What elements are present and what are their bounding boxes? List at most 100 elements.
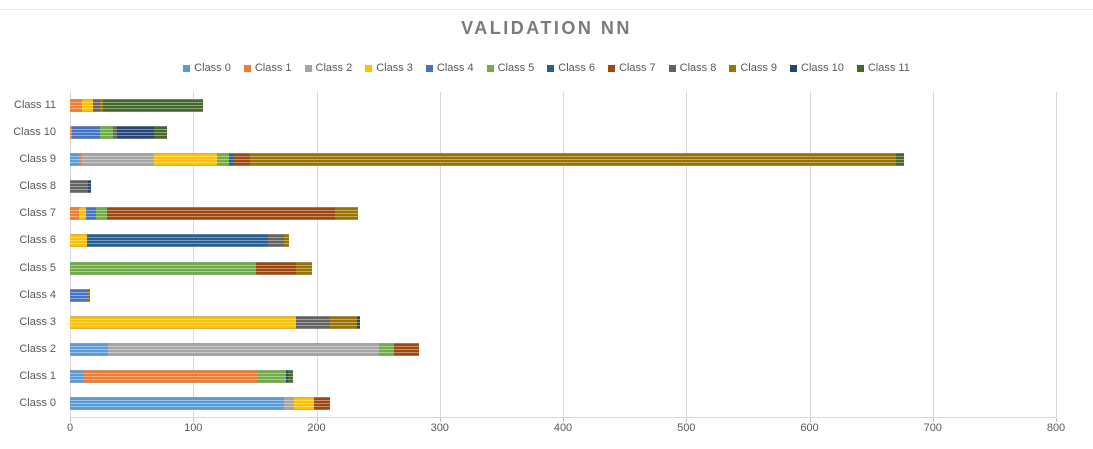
bar-segment bbox=[82, 153, 154, 167]
x-axis-label: 700 bbox=[923, 422, 942, 434]
x-axis-tick-mark bbox=[563, 418, 564, 422]
legend-swatch-icon bbox=[729, 64, 737, 72]
x-axis-tick-mark bbox=[316, 418, 318, 422]
bar-row bbox=[70, 200, 1056, 227]
legend-item: Class 5 bbox=[486, 62, 535, 74]
bar-stack bbox=[70, 180, 1056, 194]
legend-label: Class 0 bbox=[194, 62, 231, 74]
bar-stack bbox=[70, 261, 1056, 275]
category-label: Class 3 bbox=[19, 315, 56, 328]
bar-segment bbox=[153, 126, 168, 140]
bar-row bbox=[70, 309, 1056, 336]
x-axis-label: 800 bbox=[1046, 422, 1066, 434]
bar-segment bbox=[70, 153, 79, 167]
bar-segment bbox=[394, 342, 419, 356]
category-label: Class 1 bbox=[19, 369, 56, 382]
bar-stack bbox=[70, 315, 1056, 329]
legend-label: Class 11 bbox=[867, 62, 910, 74]
x-axis-tick-mark bbox=[809, 418, 811, 422]
x-axis-tick-mark bbox=[1056, 418, 1057, 422]
category-label: Class 0 bbox=[19, 396, 56, 409]
legend-label: Class 4 bbox=[436, 62, 474, 74]
bar-segment bbox=[334, 207, 359, 221]
legend-item: Class 0 bbox=[183, 62, 231, 74]
gridline bbox=[563, 92, 564, 417]
category-label: Class 6 bbox=[19, 234, 56, 247]
legend: Class 0 Class 1 Class 2 Class 3 Class 4 Class… bbox=[0, 62, 1093, 74]
bar-segment bbox=[285, 369, 289, 383]
bar-row bbox=[70, 173, 1056, 200]
gridline bbox=[439, 92, 441, 417]
bar-segment bbox=[70, 234, 88, 248]
legend-swatch-icon bbox=[547, 64, 555, 72]
bar-stack bbox=[70, 288, 1056, 302]
bar-segment bbox=[70, 207, 79, 221]
category-label: Class 4 bbox=[19, 288, 56, 301]
bar-segment bbox=[216, 153, 229, 167]
legend-swatch-icon bbox=[365, 64, 373, 72]
legend-swatch-icon bbox=[486, 64, 494, 72]
bar-stack bbox=[70, 369, 1056, 383]
bar-segment bbox=[116, 126, 154, 140]
bar-segment bbox=[284, 396, 295, 410]
legend-swatch-icon bbox=[790, 64, 798, 72]
bar-segment bbox=[93, 99, 100, 113]
bar-segment bbox=[70, 126, 73, 140]
category-label: Class 11 bbox=[14, 99, 56, 112]
bar-row bbox=[70, 146, 1056, 173]
x-axis-tick-mark bbox=[686, 418, 688, 422]
bar-segment bbox=[295, 315, 331, 329]
x-axis-label: 400 bbox=[553, 422, 573, 434]
bar-segment bbox=[295, 261, 312, 275]
bar-segment bbox=[895, 153, 905, 167]
legend-swatch-icon bbox=[243, 64, 251, 72]
bar-segment bbox=[357, 315, 360, 329]
x-axis-tick-mark bbox=[439, 418, 441, 422]
bar-segment bbox=[70, 261, 257, 275]
bar-stack bbox=[70, 126, 1056, 140]
bar-segment bbox=[70, 315, 296, 329]
bar-segment bbox=[99, 126, 114, 140]
bar-segment bbox=[268, 234, 285, 248]
bar-segment bbox=[78, 207, 87, 221]
legend-item: Class 9 bbox=[729, 62, 777, 74]
bar-segment bbox=[99, 99, 104, 113]
x-axis-label: 500 bbox=[677, 422, 696, 434]
bar-stack bbox=[70, 396, 1056, 410]
bar-stack bbox=[70, 153, 1056, 167]
legend-label: Class 5 bbox=[497, 62, 535, 74]
bar-row bbox=[70, 390, 1056, 417]
legend-label: Class 3 bbox=[376, 62, 413, 74]
bar-stack bbox=[70, 342, 1056, 356]
bar-stack bbox=[70, 234, 1056, 248]
gridline bbox=[932, 92, 934, 417]
legend-swatch-icon bbox=[425, 64, 433, 72]
legend-label: Class 7 bbox=[618, 62, 656, 74]
y-axis-category-labels: Class 11 Class 10 Class 9 Class 8 Class 7 Cla… bbox=[0, 92, 62, 417]
category-label: Class 10 bbox=[13, 126, 56, 139]
gridline bbox=[316, 92, 318, 417]
legend-item: Class 8 bbox=[668, 62, 717, 74]
gridline bbox=[193, 92, 195, 417]
bar-segment bbox=[288, 369, 294, 383]
bar-row bbox=[70, 92, 1056, 119]
bar-segment bbox=[249, 153, 896, 167]
bar-segment bbox=[257, 369, 286, 383]
bar-segment bbox=[87, 288, 90, 302]
bar-segment bbox=[113, 126, 117, 140]
gridline bbox=[1056, 92, 1057, 417]
plot-area bbox=[70, 92, 1057, 422]
bar-segment bbox=[86, 207, 96, 221]
x-axis-tick-mark bbox=[193, 418, 195, 422]
bar-row bbox=[70, 363, 1056, 390]
category-label: Class 7 bbox=[19, 207, 56, 220]
legend-label: Class 8 bbox=[679, 62, 717, 74]
category-label: Class 5 bbox=[19, 261, 56, 274]
category-label: Class 2 bbox=[19, 342, 56, 355]
bar-row bbox=[70, 336, 1056, 363]
legend-item: Class 10 bbox=[790, 62, 844, 74]
legend-swatch-icon bbox=[668, 64, 676, 72]
x-axis-tick-labels: 0 100 200 300 400 500 600 700 800 bbox=[67, 422, 1065, 438]
legend-item: Class 3 bbox=[365, 62, 413, 74]
top-divider-line bbox=[0, 9, 1093, 10]
